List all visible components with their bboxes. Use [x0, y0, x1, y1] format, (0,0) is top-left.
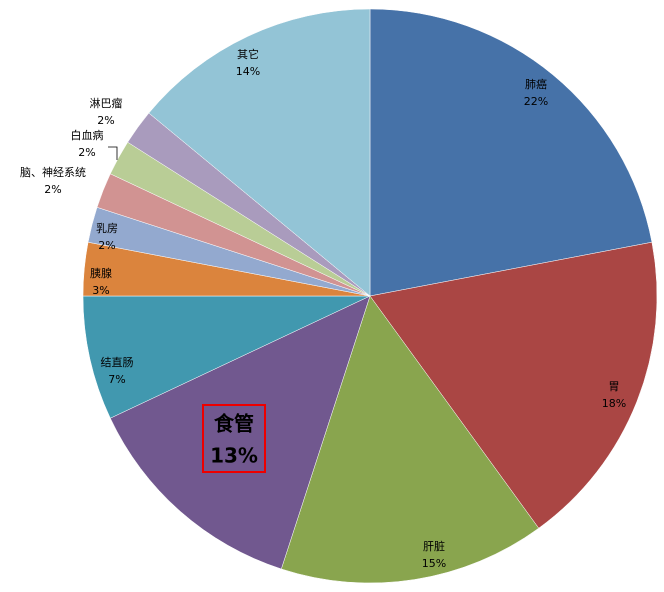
- pie-slice: [369, 241, 658, 529]
- slice-label: 胰腺: [90, 266, 112, 280]
- pie-slice: [369, 8, 653, 297]
- leader-line: [108, 146, 118, 160]
- slice-value-label: 2%: [44, 183, 61, 196]
- slice-value-label: 15%: [422, 557, 446, 570]
- slice-label: 乳房: [96, 222, 118, 235]
- slice-label: 结直肠: [101, 355, 134, 369]
- slice-value-label: 18%: [602, 397, 626, 410]
- slice-label: 肝脏: [423, 540, 445, 553]
- slice-value-label: 14%: [236, 65, 260, 78]
- slice-value-label: 13%: [210, 444, 258, 468]
- slice-value-label: 2%: [78, 146, 95, 159]
- slice-label: 白血病: [71, 128, 104, 142]
- slice-value-label: 2%: [97, 114, 114, 127]
- slice-label: 淋巴瘤: [90, 96, 123, 110]
- slice-value-label: 2%: [98, 239, 115, 252]
- slice-value-label: 7%: [108, 373, 125, 386]
- highlight-box: [202, 404, 266, 473]
- slice-label: 其它: [237, 47, 259, 61]
- slice-label: 胃: [609, 380, 620, 393]
- slice-value-label: 22%: [524, 95, 548, 108]
- slice-value-label: 3%: [92, 284, 109, 297]
- pie-slice: [109, 295, 371, 570]
- pie-slice: [148, 8, 371, 297]
- pie-slice: [280, 295, 540, 584]
- slice-label: 食管: [214, 412, 254, 436]
- pie-slice: [82, 295, 371, 419]
- slice-label: 脑、神经系统: [20, 165, 86, 179]
- slice-label: 肺癌: [525, 77, 547, 91]
